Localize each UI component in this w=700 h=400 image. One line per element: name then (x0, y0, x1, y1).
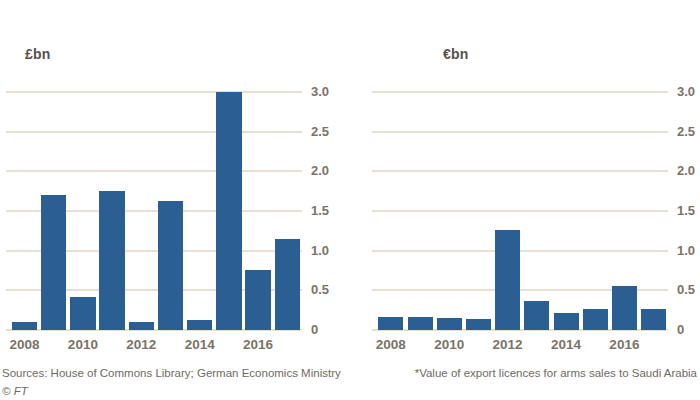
bar-2010 (70, 297, 96, 330)
y-tick-label-1: 1.0 (311, 244, 329, 257)
y-tick-label-1.5: 1.5 (311, 204, 329, 217)
gridline-3 (372, 91, 668, 93)
bar-2017 (275, 239, 301, 330)
germany-arms-sales-chart: €bn 00.51.01.52.02.53.020082010201220142… (350, 0, 700, 400)
source-caption: Sources: House of Commons Library; Germa… (2, 367, 341, 379)
x-tick-label-2016: 2016 (243, 337, 273, 352)
bar-2016 (245, 270, 271, 330)
bar-2008 (12, 322, 38, 330)
gridline-3 (6, 91, 302, 93)
x-tick-label-2014: 2014 (551, 337, 581, 352)
bar-2013 (158, 201, 184, 330)
bar-2017 (641, 309, 666, 330)
bar-2013 (524, 301, 549, 330)
uk-chart-plot-area: 00.51.01.52.02.53.020082010201220142016 (6, 92, 302, 330)
y-tick-label-0: 0 (311, 323, 318, 336)
germany-chart-plot-area: 00.51.01.52.02.53.020082010201220142016 (372, 92, 668, 330)
x-tick-label-2012: 2012 (126, 337, 156, 352)
bar-2009 (41, 195, 67, 330)
y-tick-label-2: 2.0 (311, 164, 329, 177)
gridline-2 (372, 170, 668, 172)
bar-2014 (554, 313, 579, 330)
y-tick-label-0.5: 0.5 (311, 283, 329, 296)
bar-2016 (612, 286, 637, 330)
y-tick-label-2: 2.0 (677, 164, 695, 177)
x-tick-label-2010: 2010 (68, 337, 98, 352)
y-tick-label-0: 0 (677, 323, 684, 336)
bar-2015 (216, 92, 242, 330)
y-tick-label-3: 3.0 (311, 85, 329, 98)
gridline-2.5 (372, 131, 668, 133)
uk-chart-unit-label: £bn (25, 46, 51, 62)
x-tick-label-2008: 2008 (9, 337, 39, 352)
y-tick-label-1: 1.0 (677, 244, 695, 257)
bar-2014 (187, 320, 213, 330)
y-tick-label-1.5: 1.5 (677, 204, 695, 217)
bar-2010 (437, 318, 462, 330)
chart-figure: £bn 00.51.01.52.02.53.020082010201220142… (0, 0, 700, 400)
y-tick-label-0.5: 0.5 (677, 283, 695, 296)
x-tick-label-2010: 2010 (434, 337, 464, 352)
gridline-2.5 (6, 131, 302, 133)
bar-2011 (466, 319, 491, 330)
bar-2011 (99, 191, 125, 330)
x-tick-label-2008: 2008 (376, 337, 406, 352)
gridline-1.5 (372, 210, 668, 212)
x-tick-label-2016: 2016 (609, 337, 639, 352)
bar-2015 (583, 309, 608, 330)
y-tick-label-2.5: 2.5 (677, 125, 695, 138)
footnote-caption: *Value of export licences for arms sales… (415, 367, 697, 379)
y-tick-label-2.5: 2.5 (311, 125, 329, 138)
y-tick-label-3: 3.0 (677, 85, 695, 98)
bar-2012 (129, 322, 155, 330)
uk-arms-sales-chart: £bn 00.51.01.52.02.53.020082010201220142… (0, 0, 350, 400)
germany-chart-unit-label: €bn (443, 46, 469, 62)
bar-2009 (408, 317, 433, 330)
x-tick-label-2012: 2012 (493, 337, 523, 352)
copyright-caption: © FT (2, 385, 28, 397)
bar-2012 (495, 230, 520, 330)
x-tick-label-2014: 2014 (185, 337, 215, 352)
gridline-2 (6, 170, 302, 172)
bar-2008 (378, 317, 403, 330)
